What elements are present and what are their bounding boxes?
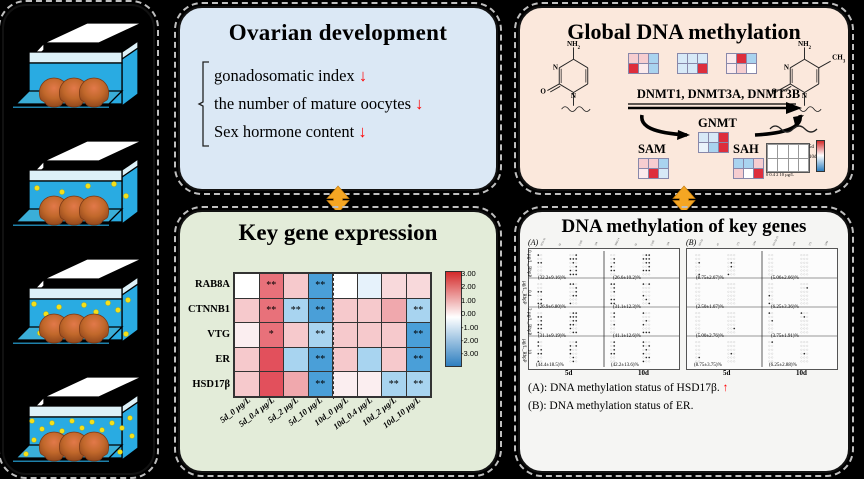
svg-text:641 62 43: 641 62 43 xyxy=(772,235,779,246)
svg-text:338: 338 xyxy=(594,241,599,246)
svg-text:0112 43: 0112 43 xyxy=(540,237,547,246)
svg-text:36623 4: 36623 4 xyxy=(614,237,621,247)
svg-text:438: 438 xyxy=(792,241,797,246)
svg-text:N: N xyxy=(784,64,790,72)
svg-text:62: 62 xyxy=(634,242,638,246)
svg-text:5 565: 5 565 xyxy=(578,239,583,246)
svg-text:62: 62 xyxy=(558,242,562,246)
svg-text:1284: 1284 xyxy=(752,240,757,247)
svg-text:338: 338 xyxy=(666,241,671,246)
svg-text:641 62: 641 62 xyxy=(698,238,704,246)
svg-text:N: N xyxy=(553,64,559,72)
svg-text:O: O xyxy=(540,87,546,95)
svg-text:CH3: CH3 xyxy=(832,53,846,64)
svg-text:1284: 1284 xyxy=(824,240,829,247)
svg-text:5 565: 5 565 xyxy=(650,239,655,246)
svg-text:175: 175 xyxy=(808,241,813,246)
svg-text:N: N xyxy=(571,92,577,100)
svg-text:43: 43 xyxy=(716,242,720,246)
svg-text:175: 175 xyxy=(736,241,741,246)
